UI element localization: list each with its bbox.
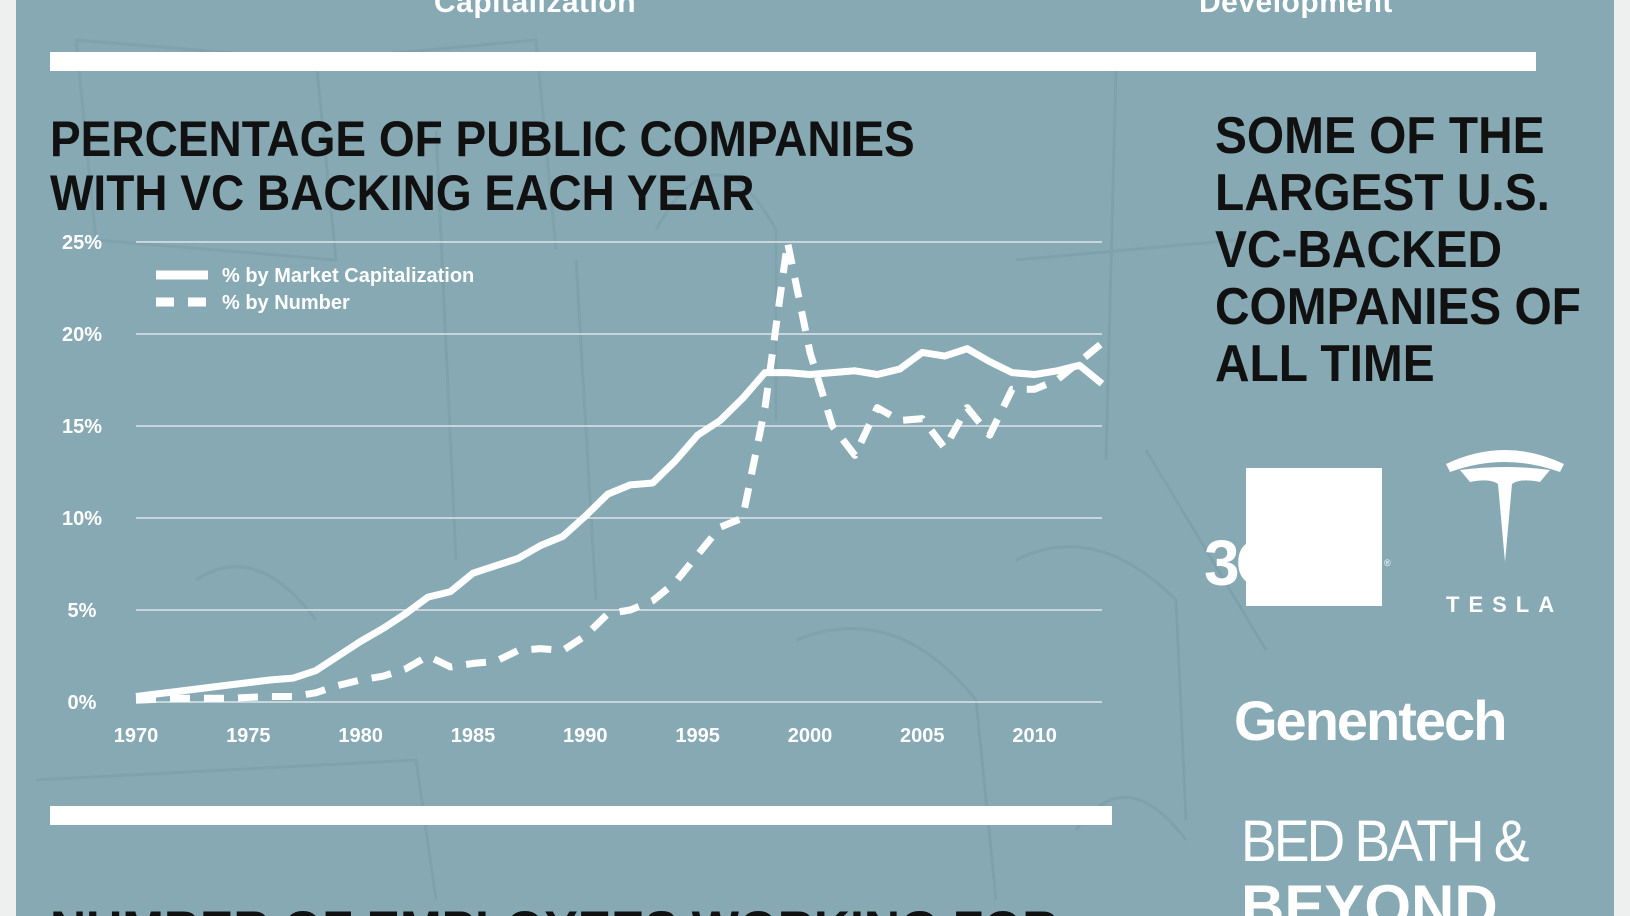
logo-bed-bath-beyond-line1: BED BATH & (1241, 809, 1529, 874)
bottom-divider (50, 806, 1112, 825)
x-tick-label: 1995 (675, 725, 720, 747)
x-tick-label: 1990 (563, 725, 608, 747)
x-tick-label: 1975 (226, 725, 270, 747)
y-tick-label: 0% (68, 692, 97, 714)
y-tick-label: 5% (68, 600, 97, 622)
chart-title: PERCENTAGE OF PUBLIC COMPANIES WITH VC B… (50, 111, 915, 221)
logo-bed-bath-beyond-line2: BEYOND (1241, 873, 1498, 916)
top-divider (50, 52, 1536, 71)
3com-logo-text: 3Com (1204, 527, 1370, 599)
x-tick-label: 1980 (338, 725, 383, 747)
y-tick-label: 15% (62, 416, 102, 438)
y-tick-label: 10% (62, 508, 102, 530)
legend-label-market-cap: % by Market Capitalization (222, 265, 474, 287)
sidebar-title: SOME OF THE LARGEST U.S. VC-BACKED COMPA… (1215, 107, 1581, 393)
series-line-market-cap (135, 345, 1105, 700)
y-tick-label: 25% (62, 232, 102, 254)
legend-label-number: % by Number (222, 292, 350, 314)
3com-registered-mark: ® (1384, 558, 1391, 568)
y-axis-ticks: 0% 5% 10% 15% 20% 25% (62, 232, 102, 714)
x-tick-label: 2005 (900, 725, 945, 747)
logo-genentech: Genentech (1234, 689, 1507, 752)
section-heading-right: Development (1199, 0, 1393, 19)
series-lines (135, 238, 1105, 704)
next-section-title: NUMBER OF EMPLOYEES WORKING FOR (50, 900, 1058, 916)
logo-3com: 3Com ® (1204, 468, 1394, 608)
x-tick-label: 2000 (788, 725, 833, 747)
series-line-number (135, 238, 1105, 704)
infographic-panel: Capitalization Development PERCENTAGE OF… (16, 0, 1614, 916)
x-tick-label: 2010 (1012, 725, 1057, 747)
gridlines (136, 241, 1102, 703)
logo-tesla: TESLA (1440, 444, 1580, 624)
line-chart: 0% 5% 10% 15% 20% 25% 1970 1975 1980 1985 1990 199… (62, 232, 1105, 747)
y-tick-label: 20% (62, 324, 102, 346)
x-tick-label: 1985 (451, 725, 496, 747)
section-heading-left: Capitalization (434, 0, 637, 19)
legend: % by Market Capitalization % by Number (156, 265, 474, 314)
x-axis-ticks: 1970 1975 1980 1985 1990 1995 2000 2005 2010 (114, 725, 1057, 747)
tesla-t-icon (1446, 450, 1564, 562)
x-tick-label: 1970 (114, 725, 159, 747)
tesla-wordmark: TESLA (1446, 592, 1564, 617)
3com-logo-box (1246, 468, 1382, 606)
background-sketch (35, 38, 1268, 901)
